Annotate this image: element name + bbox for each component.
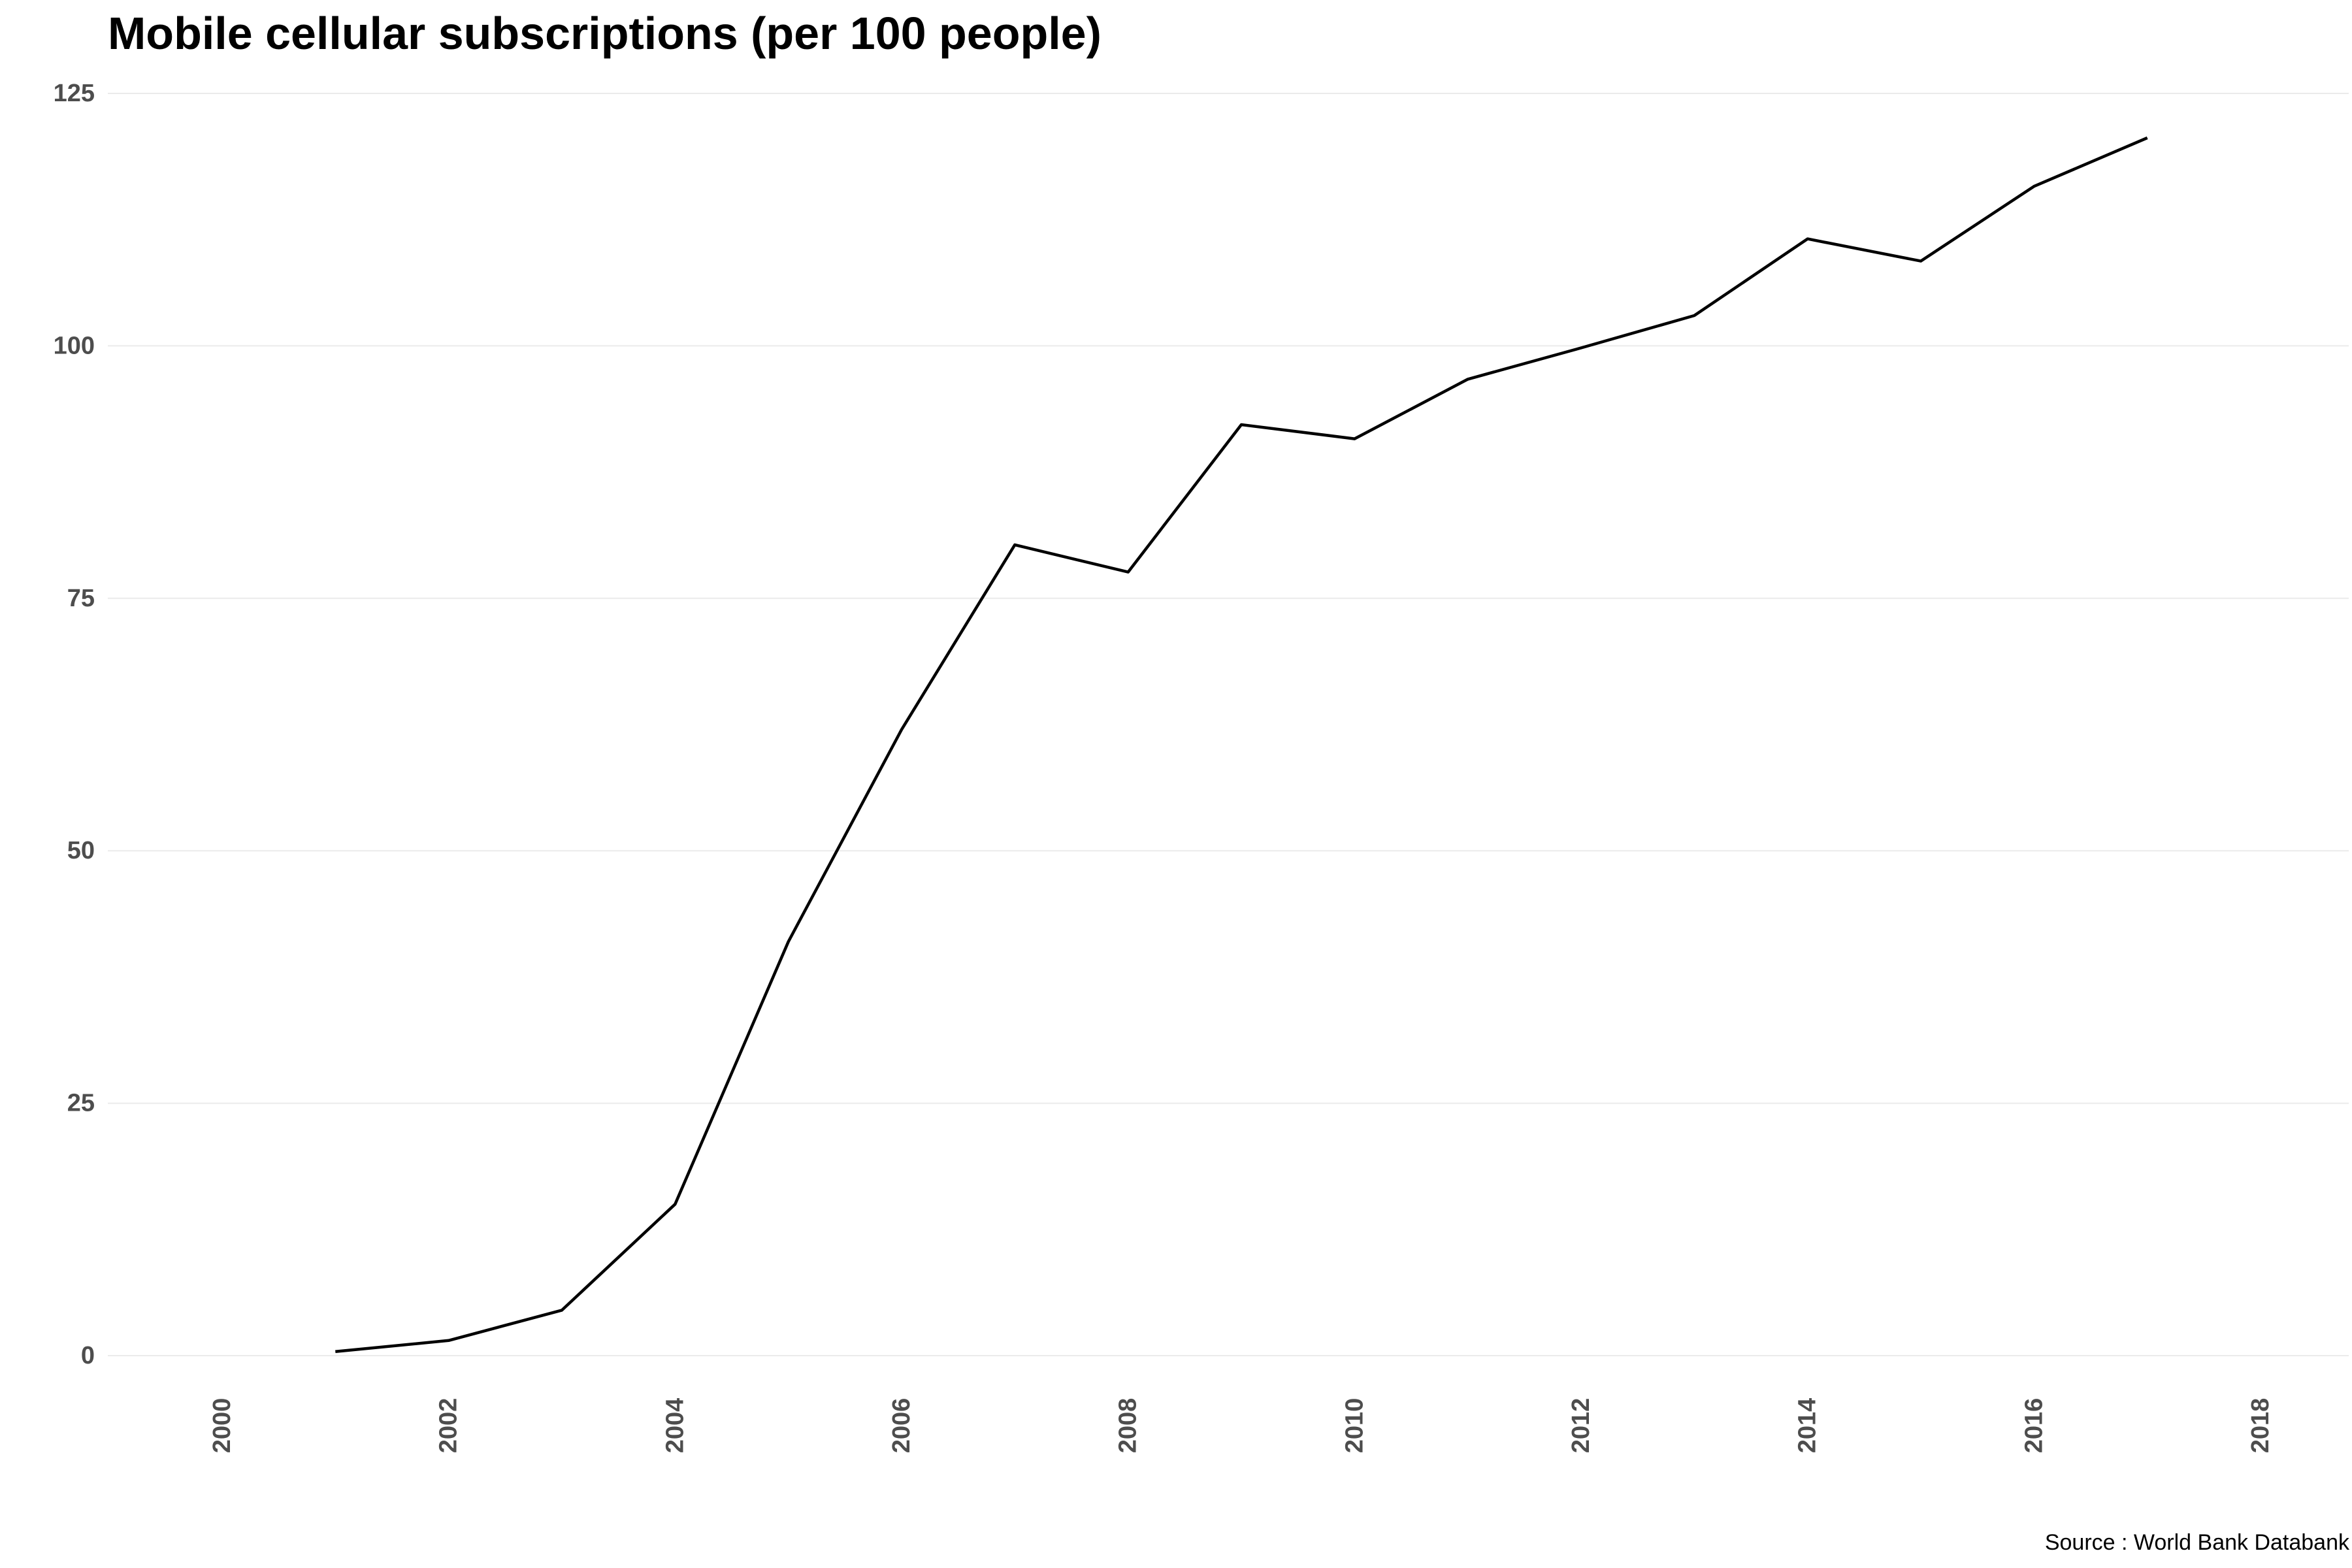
x-tick-label: 2004 <box>661 1398 689 1454</box>
x-tick-label: 2006 <box>888 1398 915 1454</box>
series-layer <box>335 136 2148 1354</box>
gridlines <box>108 93 2349 1356</box>
chart-title: Mobile cellular subscriptions (per 100 p… <box>108 8 1102 59</box>
x-tick-label: 2018 <box>2247 1398 2274 1454</box>
x-tick-label: 2000 <box>208 1398 236 1454</box>
y-axis-tick-labels: 0 25 50 75 100 125 <box>54 80 95 1369</box>
x-tick-label: 2012 <box>1567 1398 1595 1454</box>
x-tick-label: 2010 <box>1341 1398 1368 1454</box>
y-tick-label: 25 <box>67 1090 95 1117</box>
x-tick-label: 2002 <box>435 1398 463 1454</box>
y-tick-label: 125 <box>54 80 95 107</box>
x-tick-label: 2008 <box>1115 1398 1142 1454</box>
source-caption: Source : World Bank Databank <box>2044 1530 2349 1555</box>
y-tick-label: 100 <box>54 332 95 359</box>
y-tick-label: 0 <box>81 1342 95 1369</box>
series-line <box>335 136 2148 1354</box>
y-tick-label: 75 <box>67 585 95 612</box>
x-tick-label: 2014 <box>1794 1398 1821 1454</box>
x-axis-tick-labels: 2000 2002 2004 2006 2008 2010 2012 2014 2016 2018 <box>208 1398 2274 1454</box>
x-tick-label: 2016 <box>2020 1398 2048 1454</box>
y-tick-label: 50 <box>67 837 95 864</box>
